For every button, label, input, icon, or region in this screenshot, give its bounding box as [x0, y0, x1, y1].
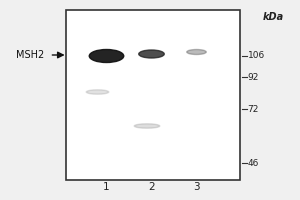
- Text: MSH2: MSH2: [16, 50, 44, 60]
- Ellipse shape: [89, 49, 124, 62]
- Text: 92: 92: [248, 72, 259, 82]
- Text: 1: 1: [103, 182, 110, 192]
- Ellipse shape: [86, 90, 109, 94]
- Ellipse shape: [134, 124, 160, 128]
- Text: 106: 106: [248, 51, 265, 60]
- Text: 2: 2: [148, 182, 155, 192]
- FancyBboxPatch shape: [66, 10, 240, 180]
- Text: kDa: kDa: [262, 12, 284, 22]
- Ellipse shape: [139, 50, 164, 58]
- Text: 72: 72: [248, 104, 259, 114]
- Text: 46: 46: [248, 158, 259, 168]
- Text: 3: 3: [193, 182, 200, 192]
- Ellipse shape: [187, 49, 206, 54]
